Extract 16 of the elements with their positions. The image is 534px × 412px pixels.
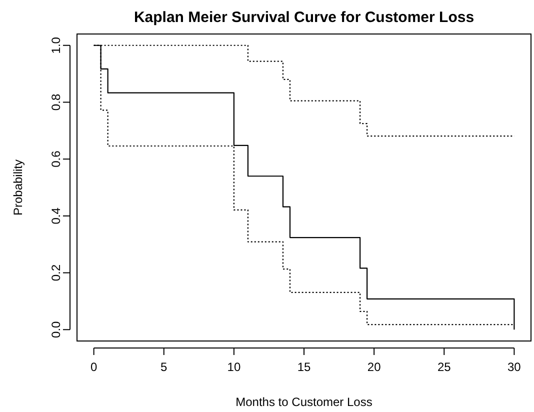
y-tick-label: 0.8: [49, 94, 63, 111]
y-tick-label: 0.6: [49, 150, 63, 168]
y-axis-title: Probability: [11, 159, 25, 216]
x-tick-label: 0: [90, 360, 98, 374]
x-tick-label: 15: [297, 360, 311, 374]
x-tick-label: 20: [367, 360, 382, 374]
y-tick-label: 0.2: [49, 264, 63, 282]
y-tick-label: 0.0: [49, 320, 63, 338]
x-tick-label: 10: [227, 360, 241, 374]
x-tick-label: 5: [160, 360, 168, 374]
x-axis-title: Months to Customer Loss: [236, 395, 372, 409]
y-tick-label: 0.4: [49, 207, 63, 224]
x-tick-label: 30: [508, 360, 522, 374]
y-tick-label: 1.0: [49, 36, 63, 54]
x-tick-label: 25: [437, 360, 452, 374]
chart-title: Kaplan Meier Survival Curve for Customer Loss: [134, 9, 474, 26]
